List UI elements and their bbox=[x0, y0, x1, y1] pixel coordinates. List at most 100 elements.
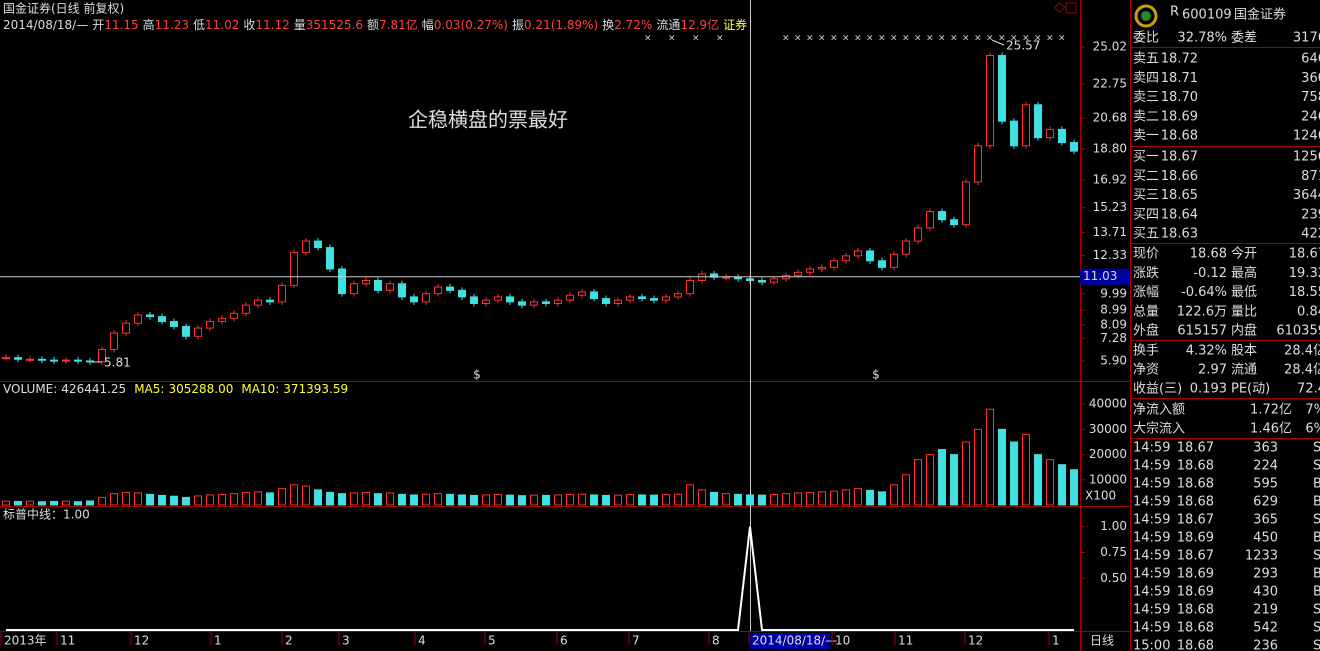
x-tick-label: 10 bbox=[835, 634, 850, 648]
y-tick-label: 0.50 bbox=[1100, 571, 1127, 585]
volume-bar bbox=[470, 494, 478, 506]
quote-text: 595 bbox=[1253, 477, 1278, 492]
value: 371393.59 bbox=[283, 382, 348, 396]
quote-text: 615157 bbox=[1177, 324, 1227, 339]
quote-text: 换手 bbox=[1133, 344, 1159, 359]
volume-bar bbox=[890, 484, 898, 506]
field-value: 12.9亿 bbox=[680, 17, 719, 32]
sector: 证券 bbox=[723, 17, 747, 32]
pointer bbox=[991, 39, 1005, 46]
y-tick-label: 18.80 bbox=[1093, 142, 1127, 156]
quote-text: 224 bbox=[1253, 459, 1278, 474]
marker: × bbox=[1010, 34, 1018, 44]
candle bbox=[278, 284, 286, 303]
quote-text: 14:59 bbox=[1133, 477, 1170, 492]
volume-bar bbox=[866, 489, 874, 506]
candle bbox=[662, 296, 670, 301]
field-label: 收 bbox=[243, 18, 255, 32]
volume-bar bbox=[206, 494, 214, 506]
candle bbox=[290, 252, 298, 286]
quote-text: 14:59 bbox=[1133, 441, 1170, 456]
quote-text: 3644 bbox=[1293, 188, 1320, 203]
quote-text: 14:59 bbox=[1133, 567, 1170, 582]
quote-text: 0.193 bbox=[1190, 382, 1227, 397]
y-tick-label: 22.75 bbox=[1093, 77, 1127, 91]
quote-text: 买二 bbox=[1133, 169, 1159, 184]
window-icon[interactable] bbox=[1053, 1, 1066, 14]
quote-text: 18.68 bbox=[1177, 621, 1214, 636]
candle bbox=[434, 286, 442, 295]
marker: × bbox=[1046, 34, 1054, 44]
volume-bar bbox=[530, 494, 538, 506]
volume-bar bbox=[986, 408, 994, 506]
window-icon[interactable] bbox=[1065, 2, 1077, 14]
volume-bar bbox=[698, 489, 706, 506]
candle bbox=[806, 268, 814, 273]
candle bbox=[614, 299, 622, 304]
indicator-label: 标普中线：1.00 bbox=[3, 507, 90, 522]
y-tick-label: 7.28 bbox=[1100, 331, 1127, 345]
quote-text: 18.67 bbox=[1177, 513, 1214, 528]
signal: $ bbox=[872, 368, 880, 382]
indicator-line bbox=[6, 526, 1074, 631]
quote-text: 收益(三) bbox=[1133, 382, 1182, 397]
volume-bar bbox=[806, 491, 814, 506]
marker: × bbox=[878, 34, 886, 44]
volume-bar bbox=[410, 494, 418, 506]
candle bbox=[530, 301, 538, 306]
quote-text: 18.55 bbox=[1289, 285, 1320, 300]
quote-text: 外盘 bbox=[1133, 323, 1159, 339]
date: 2014/08/18/— bbox=[3, 18, 88, 32]
volume-bar bbox=[518, 495, 526, 506]
candle bbox=[854, 250, 862, 257]
volume-bar bbox=[62, 500, 70, 506]
candle bbox=[230, 312, 238, 319]
quote-text: 流通 bbox=[1231, 363, 1257, 378]
quote-text: 1.46亿 bbox=[1250, 422, 1292, 437]
quote-text: 18.67 bbox=[1289, 247, 1320, 262]
volume-bar bbox=[74, 501, 82, 506]
field-value: 11.15 bbox=[104, 18, 138, 32]
x-tick-label: 2 bbox=[285, 634, 293, 648]
marker: × bbox=[890, 34, 898, 44]
quote-text: 3176 bbox=[1293, 31, 1320, 46]
crosshair-label: 11.03 bbox=[1083, 269, 1117, 283]
volume-bar bbox=[854, 488, 862, 506]
y-tick-label: 0.75 bbox=[1100, 545, 1127, 559]
volume-bar bbox=[290, 484, 298, 506]
quote-panel: R600109国金证券委比32.78%委差3176卖五18.72646卖四18.… bbox=[1133, 5, 1320, 651]
candle bbox=[518, 301, 526, 306]
quote-text: 18.65 bbox=[1161, 188, 1198, 203]
x-tick-label: 3 bbox=[342, 634, 350, 648]
marker: × bbox=[1034, 34, 1042, 44]
logo bbox=[1141, 11, 1151, 21]
volume-bar bbox=[638, 494, 646, 506]
candle bbox=[878, 260, 886, 268]
low-label: 5.81 bbox=[104, 356, 131, 370]
quote-text: 365 bbox=[1253, 513, 1278, 528]
quote-text: 32.78% bbox=[1177, 31, 1227, 46]
volume-bar bbox=[170, 495, 178, 506]
logo bbox=[1134, 4, 1158, 28]
x-tick-label: 7 bbox=[632, 634, 640, 648]
volume-bar bbox=[158, 494, 166, 506]
date-box bbox=[750, 633, 830, 649]
label: MA10: bbox=[241, 382, 279, 396]
quote-text: 1256 bbox=[1293, 150, 1320, 165]
marker: × bbox=[644, 34, 652, 44]
quote-text: 委比 bbox=[1133, 31, 1159, 46]
candle bbox=[134, 314, 142, 324]
quote-text: B bbox=[1313, 585, 1320, 600]
volume-bar bbox=[1034, 454, 1042, 506]
candle bbox=[242, 304, 250, 314]
candle bbox=[362, 279, 370, 285]
quote-text: 卖五 bbox=[1133, 52, 1159, 67]
quote-text: 15:00 bbox=[1133, 639, 1170, 651]
quote-text: 219 bbox=[1253, 603, 1278, 618]
candle bbox=[254, 299, 262, 306]
volume-bar bbox=[842, 489, 850, 506]
volume-bar bbox=[122, 491, 130, 506]
volume-bar bbox=[614, 494, 622, 506]
quote-text: 293 bbox=[1253, 567, 1278, 582]
candle bbox=[650, 298, 658, 301]
